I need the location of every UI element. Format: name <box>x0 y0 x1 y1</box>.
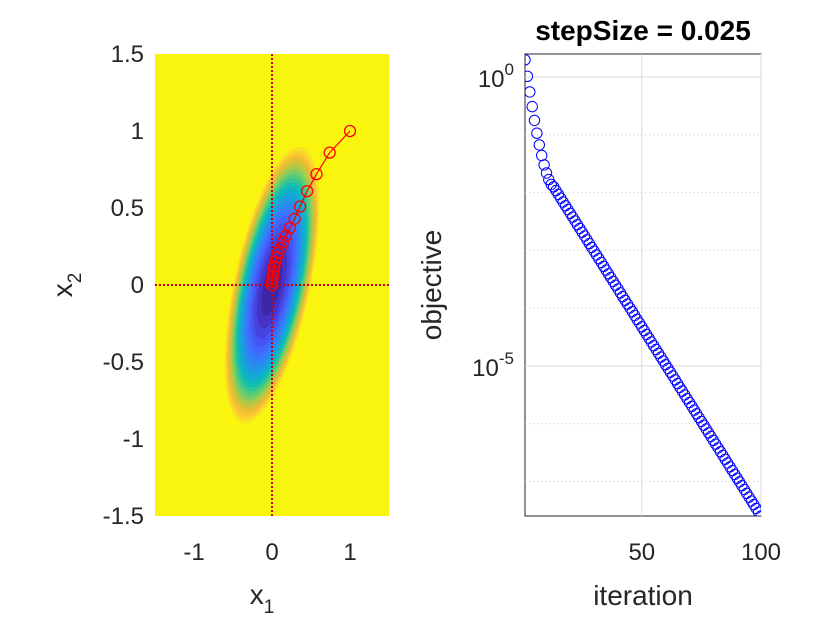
descent-path-point <box>276 235 290 249</box>
left-x-tick-label: 1 <box>343 539 356 566</box>
left-x-tick-label: -1 <box>183 539 204 566</box>
descent-path-point <box>266 268 280 282</box>
right-x-tick-label: 50 <box>628 539 655 566</box>
right-axes-box <box>524 53 762 517</box>
right-title: stepSize = 0.025 <box>535 15 751 46</box>
descent-path-point <box>270 251 283 264</box>
right-x-ticks: 50 100 <box>628 539 781 566</box>
objective-point <box>533 139 545 151</box>
left-y-tick-label: 0.5 <box>111 195 144 222</box>
left-y-tick-label: 1.5 <box>111 41 144 68</box>
objective-point <box>531 127 543 139</box>
objective-plot: 50 100 100 10-5 stepSize = 0.025 iteration… <box>416 15 781 611</box>
objective-point <box>538 159 550 171</box>
objective-point <box>525 54 531 66</box>
objective-point <box>525 70 534 82</box>
objective-point <box>528 114 541 127</box>
right-x-label: iteration <box>593 580 693 611</box>
left-x-tick-label: 0 <box>265 539 278 566</box>
descent-path-point <box>269 255 282 269</box>
right-x-tick-label: 100 <box>741 539 781 566</box>
left-y-tick-label: -1 <box>123 426 144 453</box>
objective-point <box>526 100 538 113</box>
objective-point <box>540 167 553 179</box>
descent-path-point <box>293 200 307 213</box>
right-y-ticks: 100 10-5 <box>472 60 514 382</box>
descent-path-point <box>323 146 336 159</box>
contour-plot: -1 0 1 -1.5 -1 -0.5 0 0.5 1 1.5 x1 x2 <box>47 41 389 618</box>
left-y-label: x2 <box>47 273 86 298</box>
right-y-label: objective <box>416 230 447 341</box>
left-x-ticks: -1 0 1 <box>183 539 356 566</box>
left-y-tick-label: 0 <box>131 272 144 299</box>
objective-point <box>525 86 536 98</box>
descent-path <box>265 124 357 292</box>
descent-path-point <box>265 278 279 292</box>
objective-series <box>525 54 761 516</box>
right-y-tick-label: 10-5 <box>472 349 514 382</box>
objective-point <box>755 510 761 516</box>
descent-path-point <box>343 124 357 138</box>
descent-path-point <box>310 167 323 181</box>
right-y-tick-label: 100 <box>478 60 514 93</box>
descent-path-point <box>300 184 314 198</box>
left-y-ticks: -1.5 -1 -0.5 0 0.5 1 1.5 <box>103 41 144 530</box>
left-y-tick-label: -1.5 <box>103 503 144 530</box>
descent-path-point <box>283 221 297 235</box>
left-y-tick-label: -0.5 <box>103 349 144 376</box>
left-y-tick-label: 1 <box>131 118 144 145</box>
left-x-label: x1 <box>250 579 275 618</box>
right-grid <box>525 54 762 516</box>
objective-point <box>752 506 761 516</box>
descent-path-point <box>268 260 281 273</box>
descent-path-point <box>279 229 293 242</box>
